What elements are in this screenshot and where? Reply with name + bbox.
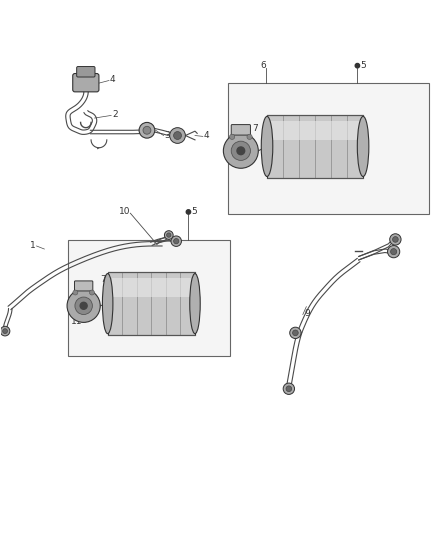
Circle shape [173,239,179,244]
Bar [68,240,230,356]
Circle shape [186,210,191,214]
FancyBboxPatch shape [74,281,93,291]
Circle shape [173,132,181,140]
Ellipse shape [190,273,200,334]
Text: 1: 1 [30,241,36,250]
Circle shape [170,128,185,143]
Circle shape [286,386,292,392]
Circle shape [0,326,10,336]
FancyBboxPatch shape [77,67,95,77]
Circle shape [391,248,397,255]
Bar [267,115,363,178]
Text: 10: 10 [119,207,130,216]
Circle shape [223,133,258,168]
Bar [228,83,428,214]
Circle shape [388,246,400,258]
Bar [108,272,195,335]
Circle shape [171,236,181,246]
Text: 11: 11 [71,317,83,326]
Text: 7: 7 [100,275,106,284]
Text: 2: 2 [112,110,118,119]
Text: 5: 5 [360,61,366,70]
Ellipse shape [102,273,113,334]
Text: 5: 5 [191,207,197,216]
Text: 4: 4 [110,75,116,84]
Circle shape [73,290,78,295]
Circle shape [3,329,7,334]
Circle shape [67,289,100,322]
Text: 6: 6 [261,61,266,70]
Text: 4: 4 [204,131,209,140]
Circle shape [139,123,155,138]
Text: 8: 8 [247,155,252,164]
Bar [272,121,359,140]
Circle shape [290,327,301,338]
Ellipse shape [357,116,369,176]
Bar [112,278,191,297]
Circle shape [164,231,173,239]
Circle shape [80,302,87,309]
Circle shape [143,126,151,134]
Text: 9: 9 [304,309,310,318]
Circle shape [293,330,298,336]
Text: 3: 3 [164,131,170,140]
Text: 7: 7 [253,125,258,133]
Circle shape [283,383,294,394]
Circle shape [75,297,92,314]
Circle shape [166,233,171,237]
Circle shape [231,141,251,160]
Circle shape [392,237,398,243]
Circle shape [247,134,252,140]
Circle shape [390,234,401,245]
Circle shape [230,134,235,140]
FancyBboxPatch shape [231,125,251,135]
FancyBboxPatch shape [73,74,99,92]
Ellipse shape [261,116,273,176]
Circle shape [89,290,95,295]
Circle shape [237,147,245,155]
Circle shape [355,63,360,68]
